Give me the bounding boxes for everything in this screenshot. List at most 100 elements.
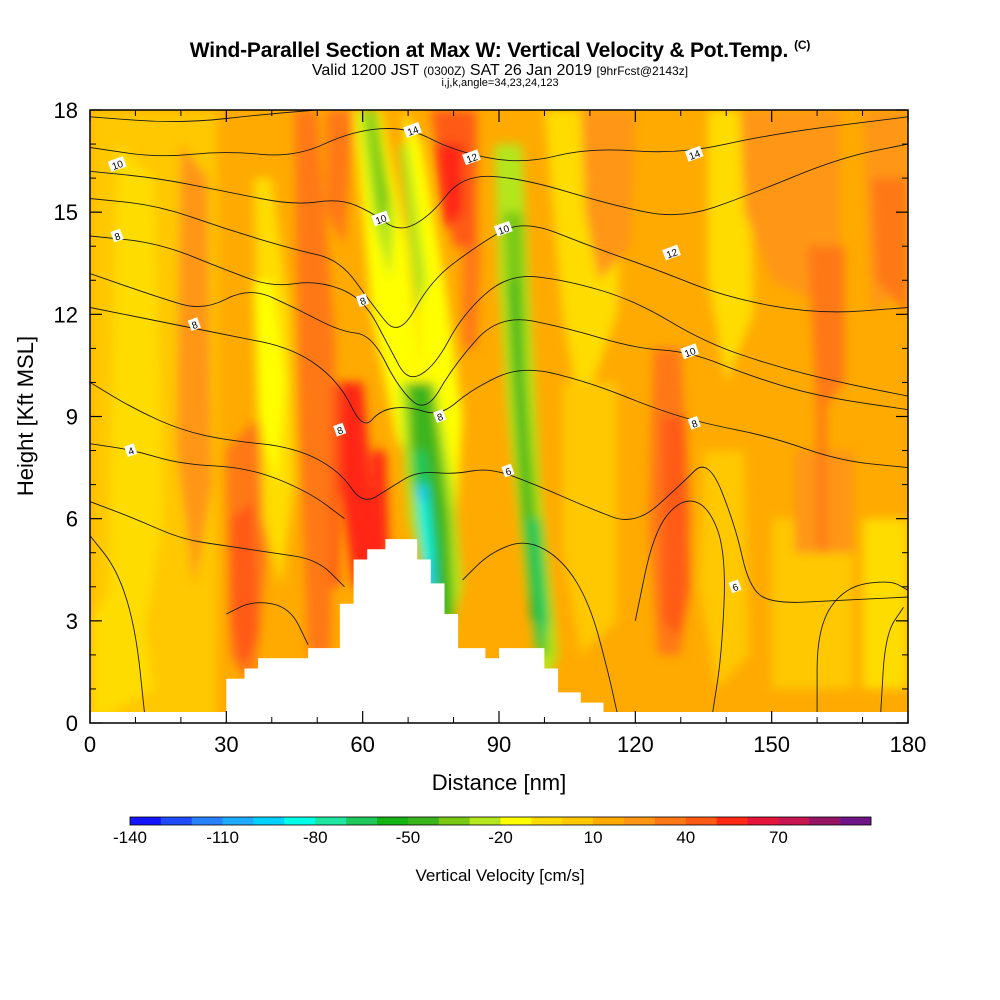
contour-label-text: 14 <box>688 148 703 162</box>
x-tick-label: 60 <box>350 732 374 757</box>
theta-contour-line <box>90 110 324 123</box>
field-band <box>294 110 336 655</box>
colorbar-tick-label: 10 <box>584 828 603 847</box>
x-tick-label: 180 <box>890 732 927 757</box>
terrain-profile <box>90 539 908 723</box>
contour-label-text: 8 <box>113 231 122 243</box>
colorbar-swatch <box>593 817 625 825</box>
contour-label: 10 <box>107 156 127 173</box>
colorbar-tick-label: -110 <box>206 828 239 847</box>
contour-label-bg <box>187 317 201 332</box>
y-tick-label: 18 <box>54 98 78 123</box>
theta-contour-line <box>90 143 908 229</box>
contour-label-text: 8 <box>436 412 445 424</box>
colorbar-swatch <box>531 817 563 825</box>
x-tick-label: 150 <box>753 732 790 757</box>
contour-label-bg <box>493 220 513 237</box>
contour-label-bg <box>462 149 481 166</box>
contour-labels: 14 12 14 10 10 10 8 12 8 8 10 8 8 8 4 6 6 <box>107 122 742 594</box>
contour-label-text: 14 <box>406 125 421 139</box>
contour-label-text: 10 <box>683 346 698 360</box>
contour-label-text: 12 <box>665 247 680 261</box>
contour-label: 12 <box>462 149 481 166</box>
contour-label: 10 <box>493 220 513 238</box>
contour-label-text: 8 <box>336 425 345 437</box>
colorbar-tick-label: -50 <box>396 828 421 847</box>
field-band <box>862 518 908 689</box>
contour-label: 8 <box>110 228 124 244</box>
y-tick-label: 15 <box>54 200 78 225</box>
contour-label-bg <box>333 422 347 437</box>
theta-contour-line <box>462 542 618 713</box>
field-band <box>817 382 827 553</box>
field-band <box>580 110 636 281</box>
field-band <box>662 416 690 638</box>
y-tick-label: 3 <box>66 609 78 634</box>
theta-contour-line <box>880 606 904 713</box>
colorbar-swatch <box>130 817 162 825</box>
theta-contour-line <box>816 581 908 713</box>
contour-label-text: 10 <box>111 159 126 173</box>
field-band <box>562 382 618 655</box>
field-band <box>403 110 463 553</box>
field-band <box>708 110 754 383</box>
contour-label-text: 10 <box>374 213 389 227</box>
contour-label: 8 <box>333 422 347 438</box>
contour-label-text: 10 <box>497 223 512 237</box>
velocity-field <box>90 110 908 723</box>
field-band <box>367 110 390 230</box>
theta-contour-line <box>90 116 908 162</box>
colorbar-swatch <box>809 817 841 825</box>
y-tick-label: 0 <box>66 711 78 736</box>
theta-contour-line <box>90 307 908 469</box>
x-axis-title: Distance [nm] <box>432 770 567 795</box>
field-band <box>253 280 286 485</box>
field-band <box>230 501 259 672</box>
y-tick-label: 9 <box>66 405 78 430</box>
colorbar-tick-label: -140 <box>113 828 147 847</box>
colorbar-tick-label: 70 <box>769 828 788 847</box>
colorbar-swatch <box>500 817 532 825</box>
colorbar-swatch <box>407 817 440 825</box>
theta-contour-line <box>90 198 908 328</box>
colorbar-tick-label: -80 <box>303 828 328 847</box>
contour-label-bg <box>107 156 127 172</box>
colorbar-swatch <box>438 817 470 825</box>
colorbar-swatch <box>716 817 748 825</box>
theta-contour-line <box>90 501 345 588</box>
colorbar-tick-label: -20 <box>488 828 513 847</box>
colorbar-swatch <box>778 817 810 825</box>
contour-label-bg <box>355 293 370 308</box>
colorbar-swatch <box>222 817 254 825</box>
theta-contour-line <box>90 273 908 411</box>
theta-contour-line <box>90 443 345 520</box>
theta-contour-line <box>90 382 908 603</box>
contour-label-bg <box>433 409 447 423</box>
colorbar-frame <box>129 816 872 826</box>
field-band <box>108 144 163 689</box>
x-tick-label: 90 <box>487 732 511 757</box>
colorbar-swatch <box>685 817 717 825</box>
x-tick-label: 0 <box>84 732 96 757</box>
theta-contour-line <box>90 535 145 713</box>
theta-contour-line <box>634 500 725 713</box>
field-band <box>326 110 354 247</box>
theta-contour-line <box>90 235 908 397</box>
contour-label: 12 <box>662 244 681 261</box>
contour-label-text: 6 <box>731 582 740 594</box>
contour-label-text: 4 <box>127 446 136 458</box>
field-band <box>419 501 431 570</box>
contour-label: 6 <box>728 579 742 594</box>
colorbar-swatch <box>191 817 223 825</box>
field-band <box>771 518 854 689</box>
contour-label-text: 8 <box>359 296 368 308</box>
contour-label: 10 <box>371 210 391 227</box>
contour-label-bg <box>124 443 138 458</box>
contour-label: 8 <box>687 415 701 431</box>
chart-subtitle-indices: i,j,k,angle=34,23,24,123 <box>441 77 559 89</box>
contour-label-text: 6 <box>504 466 513 478</box>
contour-label: 14 <box>684 145 704 163</box>
field-band <box>808 246 845 417</box>
contour-label: 6 <box>501 463 515 479</box>
